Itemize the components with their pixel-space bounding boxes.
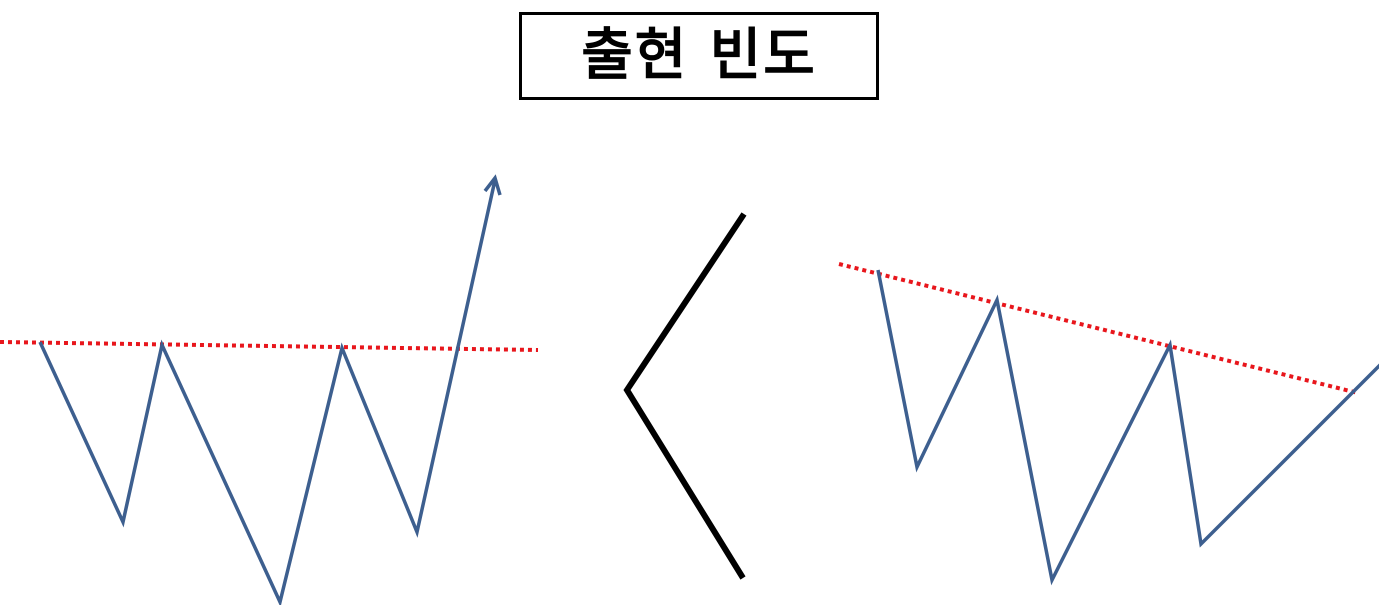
left-neckline: [0, 340, 539, 352]
left-arrow-head-icon: [483, 174, 502, 196]
title-box: 출현 빈도: [519, 12, 879, 100]
right-price-line: [876, 269, 1379, 586]
less-than-symbol: [623, 212, 747, 580]
right-neckline: [838, 262, 1359, 395]
left-pattern: [0, 174, 539, 605]
left-price-line: [38, 179, 497, 605]
page-title: 출현 빈도: [581, 23, 817, 88]
right-pattern: [838, 262, 1379, 586]
